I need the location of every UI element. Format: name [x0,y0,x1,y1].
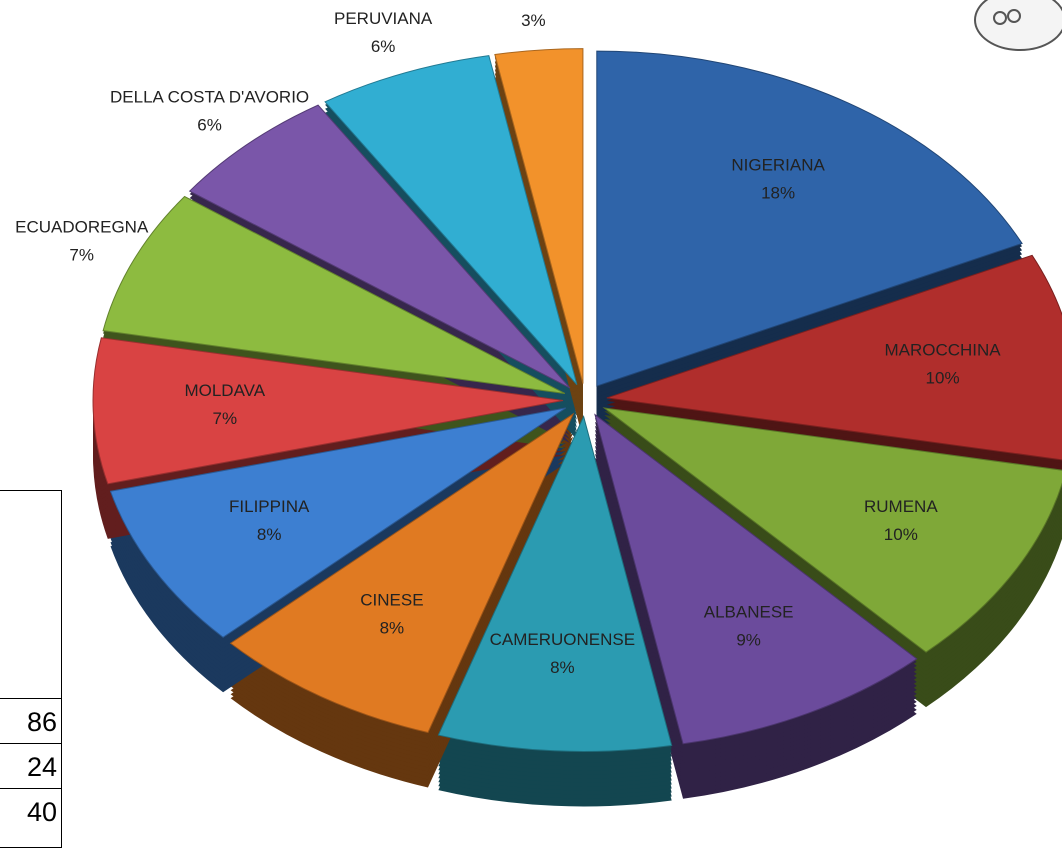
slice-label: NIGERIANA [731,155,825,174]
slice [602,407,1062,653]
slice [188,104,571,389]
slice-label: MAROCCHINA [884,341,1001,360]
slice [494,48,584,384]
slice-value-label: 8% [550,658,575,677]
slice-label: CINESE [360,591,423,610]
slice-label: ALBANESE [704,603,794,622]
slice [92,337,564,485]
table-cell: 24 [0,743,62,789]
slice-label: DELLA COSTA D'AVORIO [110,87,309,106]
slice-value-label: 7% [212,409,237,428]
slice-label: RUMENA [864,497,938,516]
slice [229,412,575,734]
table-cell: 40 [0,788,62,848]
slice-value-label: 3% [521,11,546,30]
slice-value-label: 7% [69,245,94,264]
slice-value-label: 6% [371,37,396,56]
slice-label: ECUADOREGNA [15,217,149,236]
slice [594,413,918,745]
slice-value-label: 8% [380,619,405,638]
cartoon [974,0,1062,51]
slice-label: CAMERUONENSE [490,630,635,649]
slice [109,407,566,638]
slice [102,195,566,394]
slice [324,55,578,385]
slice-value-label: 10% [884,525,918,544]
slice-value-label: 8% [257,525,282,544]
table-cell: 86 [0,698,62,744]
slice [606,254,1062,461]
slice [596,50,1023,387]
slice-value-label: 18% [761,183,795,202]
slice-value-label: 6% [197,115,222,134]
slice-value-label: 10% [926,369,960,388]
slice-value-label: 9% [736,631,761,650]
slice [437,414,673,752]
slice-label: UCRAINA [495,0,572,2]
slice-label: MOLDAVA [184,381,265,400]
slice-label: FILIPPINA [229,497,310,516]
slice-label: PERUVIANA [334,9,433,28]
